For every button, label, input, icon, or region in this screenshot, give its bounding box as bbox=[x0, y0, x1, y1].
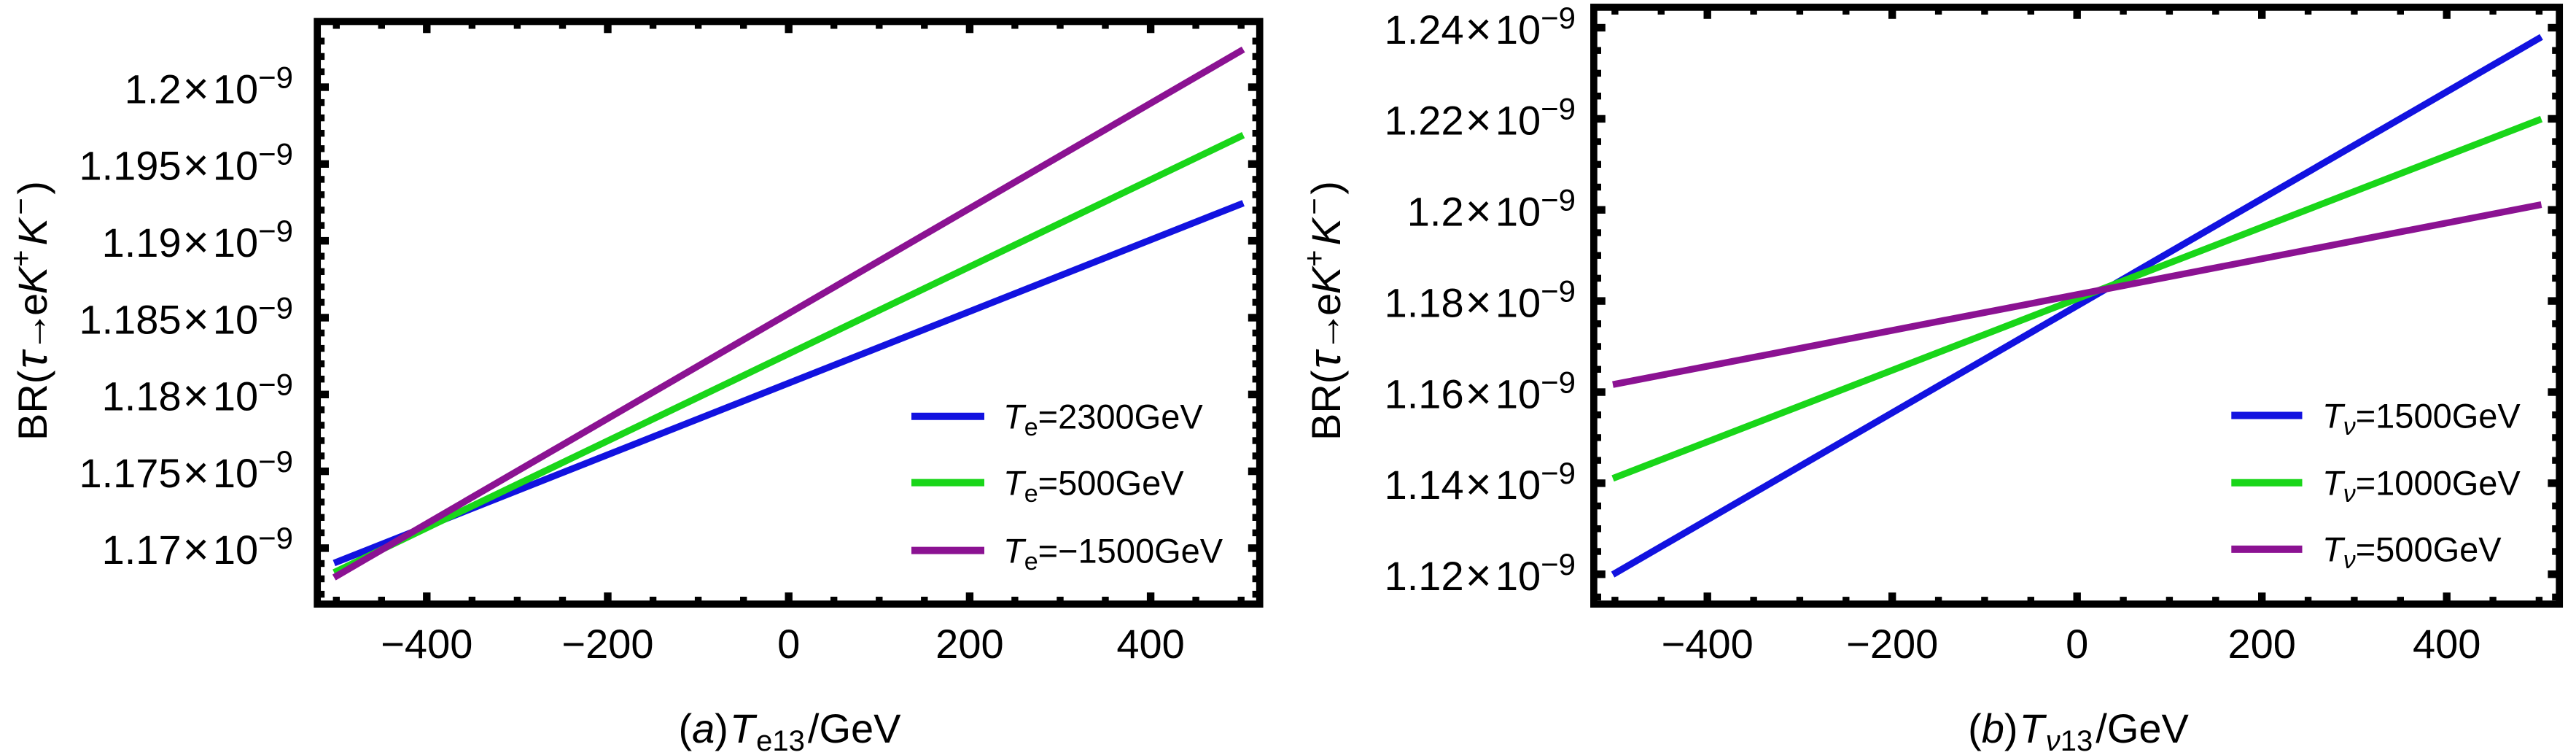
svg-text:0: 0 bbox=[2066, 621, 2088, 667]
svg-text:1.2×10−9: 1.2×10−9 bbox=[1407, 183, 1576, 237]
svg-text:Te=500GeV: Te=500GeV bbox=[1003, 463, 1184, 508]
svg-text:200: 200 bbox=[935, 621, 1003, 667]
svg-text:BR(τ→eK+K−): BR(τ→eK+K−) bbox=[1299, 181, 1350, 441]
svg-text:1.195×10−9: 1.195×10−9 bbox=[79, 137, 293, 191]
svg-text:400: 400 bbox=[1116, 621, 1184, 667]
svg-text:1.17×10−9: 1.17×10−9 bbox=[102, 521, 293, 575]
svg-text:−200: −200 bbox=[561, 621, 653, 667]
svg-text:1.18×10−9: 1.18×10−9 bbox=[102, 368, 293, 422]
svg-text:Tν=1000GeV: Tν=1000GeV bbox=[2322, 464, 2521, 508]
svg-text:1.22×10−9: 1.22×10−9 bbox=[1385, 92, 1576, 146]
svg-text:1.175×10−9: 1.175×10−9 bbox=[79, 444, 293, 498]
svg-text:Te=2300GeV: Te=2300GeV bbox=[1003, 398, 1203, 442]
svg-text:BR(τ→eK+K−): BR(τ→eK+K−) bbox=[5, 181, 57, 441]
svg-text:Tν=1500GeV: Tν=1500GeV bbox=[2322, 396, 2521, 441]
svg-text:1.12×10−9: 1.12×10−9 bbox=[1385, 547, 1576, 601]
svg-text:(b)Tν13/GeV: (b)Tν13/GeV bbox=[1968, 705, 2189, 755]
svg-text:400: 400 bbox=[2413, 621, 2480, 667]
svg-text:0: 0 bbox=[777, 621, 800, 667]
svg-text:−400: −400 bbox=[381, 621, 472, 667]
svg-text:(a)Te13/GeV: (a)Te13/GeV bbox=[678, 705, 901, 755]
svg-text:1.24×10−9: 1.24×10−9 bbox=[1385, 1, 1576, 55]
svg-text:−200: −200 bbox=[1846, 621, 1938, 667]
svg-text:1.185×10−9: 1.185×10−9 bbox=[79, 290, 293, 344]
svg-text:200: 200 bbox=[2227, 621, 2295, 667]
svg-text:Te=−1500GeV: Te=−1500GeV bbox=[1003, 531, 1223, 576]
svg-text:Tν=500GeV: Tν=500GeV bbox=[2322, 530, 2502, 575]
svg-text:−400: −400 bbox=[1662, 621, 1754, 667]
